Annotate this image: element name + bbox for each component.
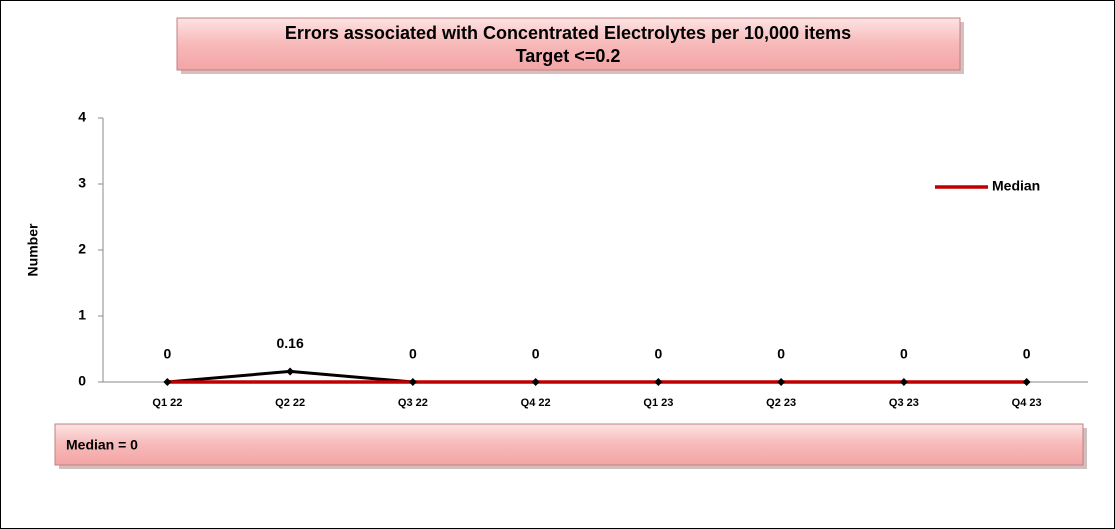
data-label: 0 [654, 346, 662, 362]
x-tick-label: Q4 22 [521, 397, 551, 409]
title-box [176, 17, 961, 71]
data-label: 0 [1023, 346, 1031, 362]
data-point [777, 378, 786, 386]
x-tick-label: Q2 23 [766, 397, 796, 409]
chart-title: Errors associated with Concentrated Elec… [285, 23, 851, 43]
data-point [163, 378, 172, 386]
y-axis-label: Number [25, 223, 41, 276]
data-point [531, 378, 540, 386]
data-label: 0 [532, 346, 540, 362]
y-tick-label: 2 [78, 241, 86, 257]
data-label: 0 [777, 346, 785, 362]
y-tick-label: 4 [78, 109, 86, 125]
x-tick-label: Q2 22 [275, 397, 305, 409]
data-label: 0.16 [277, 335, 304, 351]
data-label: 0 [163, 346, 171, 362]
x-tick-label: Q3 23 [889, 397, 919, 409]
y-tick-label: 0 [78, 373, 86, 389]
data-label: 0 [900, 346, 908, 362]
data-point [286, 367, 295, 376]
annotation-box [54, 423, 1084, 466]
data-point [899, 378, 908, 386]
data-label: 0 [409, 346, 417, 362]
legend-label: Median [992, 178, 1040, 194]
data-point [408, 378, 417, 386]
data-point [654, 378, 663, 386]
x-tick-label: Q1 23 [643, 397, 673, 409]
x-tick-label: Q3 22 [398, 397, 428, 409]
x-tick-label: Q1 22 [152, 397, 182, 409]
annotation: Median = 0 [66, 437, 138, 453]
x-tick-label: Q4 23 [1012, 397, 1042, 409]
y-tick-label: 1 [78, 307, 86, 323]
data-point [1022, 378, 1031, 386]
y-tick-label: 3 [78, 175, 86, 191]
chart-subtitle: Target <=0.2 [516, 46, 621, 66]
